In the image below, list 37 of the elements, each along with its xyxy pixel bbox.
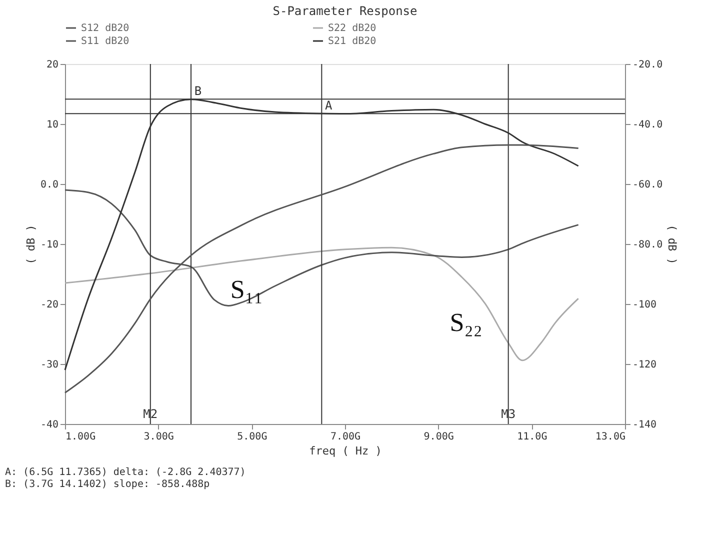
x-tick-label: 1.00G [66,432,96,442]
x-axis-title: freq ( Hz ) [309,444,382,458]
y2-axis-title: ( dB ) [666,224,679,264]
annotation: B [194,84,202,98]
annotation: A [325,98,334,113]
y-tick-label: -20 [40,300,58,310]
x-tick-label: 7.00G [330,432,361,442]
annotation: S₂₂ [450,308,482,337]
y2-tick-label: -80.0 [632,240,663,250]
text: B: (3.7G 14.1402) slope: -858.488p [5,479,210,490]
legend-label: S21 dB20 [328,36,376,47]
x-tick-label: 5.00G [237,432,268,442]
y2-tick-label: -100 [632,300,657,310]
x-tick-label: 3.00G [144,432,174,442]
chart-title: S-Parameter Response [272,4,418,18]
y2-tick-label: -40.0 [632,120,663,130]
annotation: S₁₁ [230,275,263,304]
text: A: (6.5G 11.7365) delta: (-2.8G 2.40377) [5,467,246,478]
x-tick-label: 13.0G [595,432,626,442]
y-tick-label: 10 [46,120,58,130]
legend-label: S22 dB20 [328,23,376,34]
y2-tick-label: -60.0 [632,180,663,190]
y2-tick-label: -140 [632,420,657,430]
x-tick-label: 11.0G [517,432,548,442]
y2-tick-label: -120 [632,360,657,370]
x-tick-label: 9.00G [424,432,454,442]
legend-label: S11 dB20 [81,36,130,47]
line-series [64,246,580,362]
y-tick-label: -40 [40,420,58,430]
y-tick-label: 20 [46,60,58,70]
y-axis-title: ( dB ) [24,224,38,264]
y-tick-label: 0.0 [40,180,58,190]
y-tick-label: -30 [40,360,58,370]
y2-tick-label: -20.0 [632,60,663,70]
y-tick-label: -10 [40,240,58,250]
line-series [64,144,580,394]
legend-label: S12 dB20 [81,23,130,34]
